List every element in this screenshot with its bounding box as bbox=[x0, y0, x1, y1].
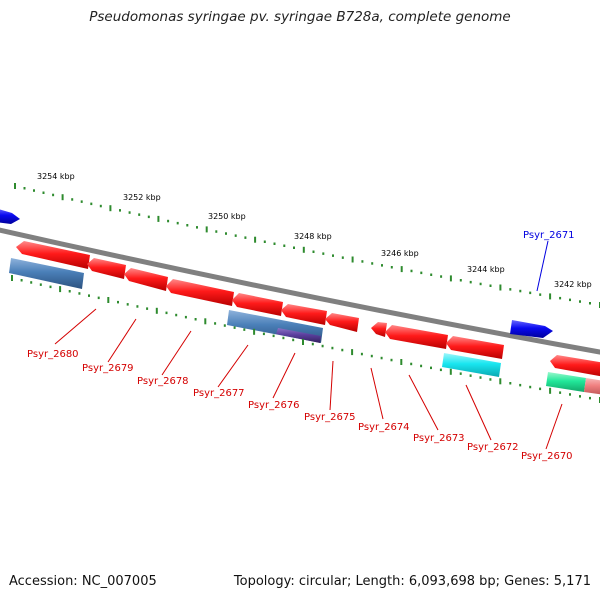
gene-label-psyr-2671[interactable]: Psyr_2671 bbox=[523, 230, 575, 241]
leader-psyr-2678 bbox=[161, 330, 192, 376]
gene-label-psyr-2674[interactable]: Psyr_2674 bbox=[358, 422, 410, 433]
tick-label-3252: 3252 kbp bbox=[123, 193, 161, 202]
gene-arrow-psyr-2675b[interactable] bbox=[325, 313, 359, 332]
gene-label-psyr-2678[interactable]: Psyr_2678 bbox=[137, 376, 189, 387]
gene-arrow-psyr-2676[interactable] bbox=[232, 293, 283, 316]
reverse-strand-genes bbox=[16, 241, 600, 377]
leader-psyr-2677 bbox=[217, 344, 249, 388]
leader-psyr-2671 bbox=[536, 240, 549, 292]
tick-label-3248: 3248 kbp bbox=[294, 232, 332, 241]
genome-backbone bbox=[0, 227, 600, 355]
tick-label-3246: 3246 kbp bbox=[381, 249, 419, 258]
gene-leader-lines bbox=[54, 240, 563, 450]
gene-label-psyr-2672[interactable]: Psyr_2672 bbox=[467, 442, 519, 453]
map-title: Pseudomonas syringae pv. syringae B728a,… bbox=[89, 9, 511, 25]
leader-psyr-2676 bbox=[272, 352, 296, 399]
feature-block-green[interactable] bbox=[546, 372, 586, 392]
gene-label-psyr-2673[interactable]: Psyr_2673 bbox=[413, 433, 465, 444]
gene-arrow-psyr-2670[interactable] bbox=[550, 355, 600, 377]
gene-arrow-psyr-2675a[interactable] bbox=[281, 304, 327, 325]
outer-tick-ring: 3254 kbp 3252 kbp 3250 kbp 3248 kbp 3246… bbox=[14, 172, 600, 308]
leader-psyr-2675 bbox=[329, 360, 334, 411]
feature-block-steel-1[interactable] bbox=[9, 258, 84, 289]
gene-arrow-psyr-2671[interactable] bbox=[510, 320, 553, 338]
genome-summary: Topology: circular; Length: 6,093,698 bp… bbox=[233, 574, 591, 589]
outer-ticks bbox=[14, 183, 600, 308]
forward-strand-genes bbox=[0, 208, 553, 338]
leader-psyr-2670 bbox=[545, 403, 563, 450]
leader-psyr-2674 bbox=[370, 367, 384, 420]
gene-label-psyr-2670[interactable]: Psyr_2670 bbox=[521, 451, 573, 462]
leader-psyr-2672 bbox=[465, 384, 492, 441]
gene-arrow-psyr-2674[interactable] bbox=[371, 322, 387, 337]
tick-label-3244: 3244 kbp bbox=[467, 265, 505, 274]
gene-label-psyr-2680[interactable]: Psyr_2680 bbox=[27, 349, 79, 360]
inner-tick-ring bbox=[11, 275, 600, 403]
feature-block-salmon[interactable] bbox=[584, 378, 600, 395]
gene-arrow-psyr-2677[interactable] bbox=[166, 279, 234, 306]
gene-arrow-psyr-2680[interactable] bbox=[16, 241, 90, 269]
gene-arrow-psyr-2672[interactable] bbox=[446, 336, 504, 359]
gene-label-psyr-2677[interactable]: Psyr_2677 bbox=[193, 388, 245, 399]
tick-label-3242: 3242 kbp bbox=[554, 280, 592, 289]
leader-psyr-2673 bbox=[408, 374, 439, 431]
gene-arrow-psyr-2679[interactable] bbox=[87, 258, 126, 279]
accession-label: Accession: NC_007005 bbox=[9, 574, 157, 589]
gene-arrow-psyr-2678[interactable] bbox=[124, 268, 168, 291]
leader-psyr-2679 bbox=[107, 318, 137, 363]
feature-blocks bbox=[9, 258, 600, 395]
feature-block-cyan[interactable] bbox=[442, 353, 501, 377]
tick-label-3250: 3250 kbp bbox=[208, 212, 246, 221]
gene-arrow-psyr-2681[interactable] bbox=[0, 208, 20, 224]
gene-label-psyr-2675[interactable]: Psyr_2675 bbox=[304, 412, 356, 423]
gene-label-psyr-2679[interactable]: Psyr_2679 bbox=[82, 363, 134, 374]
leader-psyr-2680 bbox=[54, 308, 97, 345]
feature-block-purple[interactable] bbox=[276, 328, 321, 343]
gene-labels: Psyr_2680 Psyr_2679 Psyr_2678 Psyr_2677 … bbox=[27, 230, 575, 462]
gene-arrow-psyr-2673[interactable] bbox=[385, 325, 448, 349]
gene-label-psyr-2676[interactable]: Psyr_2676 bbox=[248, 400, 300, 411]
tick-label-3254: 3254 kbp bbox=[37, 172, 75, 181]
